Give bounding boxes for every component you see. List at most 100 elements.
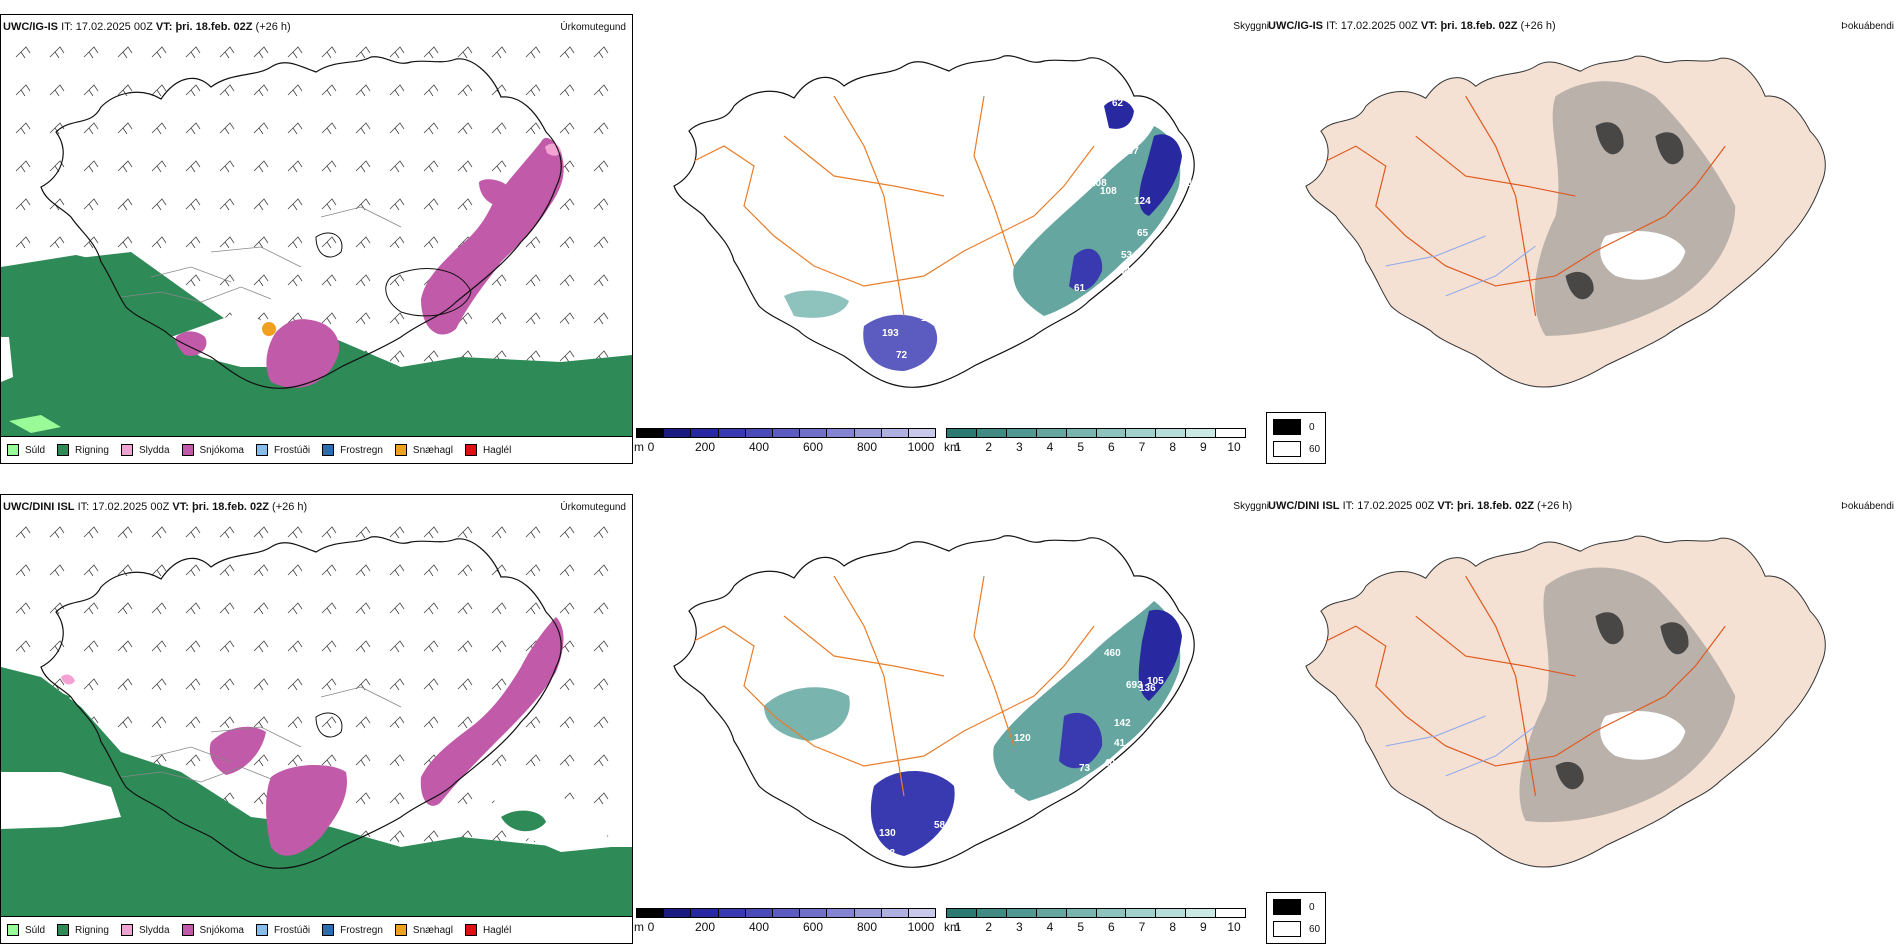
colorbar-m-swatch <box>691 429 719 437</box>
wind-barb <box>83 160 99 173</box>
lead-time: (+26 h) <box>272 501 308 513</box>
panel-header: UWC/DINI ISL IT: 17.02.2025 00Z VT: þri.… <box>1268 500 1894 512</box>
wind-barb <box>253 84 269 97</box>
wind-barb <box>525 350 541 363</box>
colorbar-m-tick: 0 <box>647 920 655 934</box>
wind-barb <box>491 84 507 97</box>
legend-label: Frostúði <box>273 444 311 456</box>
wind-barb <box>525 236 541 249</box>
colorbar-km-swatch <box>1186 909 1217 917</box>
wind-barb <box>219 274 235 287</box>
wind-barb <box>321 198 337 211</box>
wind-barb <box>457 46 473 59</box>
colorbar-km-swatch <box>1156 909 1187 917</box>
legend-label: Snæhagl <box>412 924 453 936</box>
visibility-km-area <box>1013 126 1181 316</box>
wind-barb <box>457 792 473 805</box>
wind-barb <box>117 602 133 615</box>
wind-barb <box>287 564 303 577</box>
colorbar-m-tick: 400 <box>748 920 770 934</box>
wind-barb <box>287 274 303 287</box>
colorbar-m-swatch <box>800 909 828 917</box>
panel-title: Úrkomutegund <box>560 22 626 33</box>
colorbar-m-swatch <box>637 909 665 917</box>
glacier-outline <box>315 232 343 258</box>
wind-barb <box>185 160 201 173</box>
wind-barb <box>593 602 609 615</box>
rain-area-south <box>1 667 632 917</box>
wind-barb <box>151 236 167 249</box>
colorbar-km-tick: 5 <box>1077 440 1084 454</box>
colorbar-km-unit: km <box>944 440 960 454</box>
colorbar-km-swatch <box>1216 909 1246 917</box>
wind-barb <box>219 46 235 59</box>
colorbar-m-swatch <box>664 429 692 437</box>
wind-barb <box>423 46 439 59</box>
roads <box>1325 575 1726 796</box>
wind-barb <box>423 716 439 729</box>
visibility-label: 41 <box>1114 738 1126 749</box>
glacier-outline <box>315 712 343 738</box>
wind-barb <box>355 84 371 97</box>
wind-barb <box>287 602 303 615</box>
colorbar-km-swatches <box>946 428 1246 438</box>
colorbar-km-tick: 10 <box>1227 440 1241 454</box>
colorbar-m-tick: 200 <box>694 920 716 934</box>
wind-barb <box>355 640 371 653</box>
wind-barb <box>457 312 473 325</box>
colorbar-km-swatch <box>1126 909 1157 917</box>
visibility-label: 68 <box>969 803 981 814</box>
panel-header: UWC/DINI ISL IT: 17.02.2025 00Z VT: þri.… <box>3 501 626 513</box>
visibility-label: 40 <box>1104 758 1116 769</box>
visibility-label: 44 <box>1119 266 1131 277</box>
colorbar-m-swatch <box>881 429 909 437</box>
visibility-label: 88 <box>1004 788 1016 799</box>
wind-barb <box>389 312 405 325</box>
wind-barb <box>423 564 439 577</box>
wind-barb <box>491 678 507 691</box>
precip-legend: Súld Rigning Slydda Snjókoma Frostúði Frostre… <box>1 916 632 943</box>
colorbar-m-tick: 1000 <box>907 440 935 454</box>
legend-label: Slydda <box>138 924 170 936</box>
colorbar-m-swatch <box>800 429 828 437</box>
colorbar-km-tick: 9 <box>1199 440 1207 454</box>
wind-barb <box>559 640 575 653</box>
colorbar-m-swatch <box>745 429 773 437</box>
legend-label: Súld <box>25 924 46 936</box>
wind-barb <box>457 122 473 135</box>
wind-barb <box>219 198 235 211</box>
wind-barb <box>559 526 575 539</box>
visibility-label: 130 <box>879 828 896 839</box>
wind-barb <box>117 678 133 691</box>
visibility-panel-row2: Skyggni 300 75 460 693 142 105 136 41 40 73 88 144 6… <box>634 494 1269 944</box>
legend-label: Haglél <box>482 444 512 456</box>
colorbar-m-unit: m <box>634 920 644 934</box>
legend-item: Frostúði <box>255 444 311 456</box>
wind-barb <box>15 602 31 615</box>
model-name: UWC/DINI ISL <box>1268 500 1340 512</box>
colorbar-m-swatches <box>636 908 936 918</box>
wind-barb <box>355 564 371 577</box>
wind-barb <box>491 564 507 577</box>
wind-barb <box>389 350 405 363</box>
fog-legend-white-swatch <box>1273 441 1301 457</box>
wind-barb <box>185 122 201 135</box>
wind-barb <box>321 236 337 249</box>
colorbar-km-tick: 9 <box>1199 920 1207 934</box>
visibility-label: 65 <box>1137 228 1149 239</box>
init-time: 17.02.2025 00Z <box>92 501 170 513</box>
wind-barb <box>49 198 65 211</box>
wind-barb <box>559 198 575 211</box>
wind-barb <box>525 526 541 539</box>
wind-barb <box>559 350 575 363</box>
colorbar-m-swatch <box>772 909 801 917</box>
wind-barb <box>321 274 337 287</box>
wind-barb <box>15 122 31 135</box>
wind-barb <box>389 526 405 539</box>
wind-barb <box>219 640 235 653</box>
colorbar-m-unit: m <box>634 440 644 454</box>
wind-barb <box>83 564 99 577</box>
visibility-label: 105 <box>1147 676 1164 687</box>
